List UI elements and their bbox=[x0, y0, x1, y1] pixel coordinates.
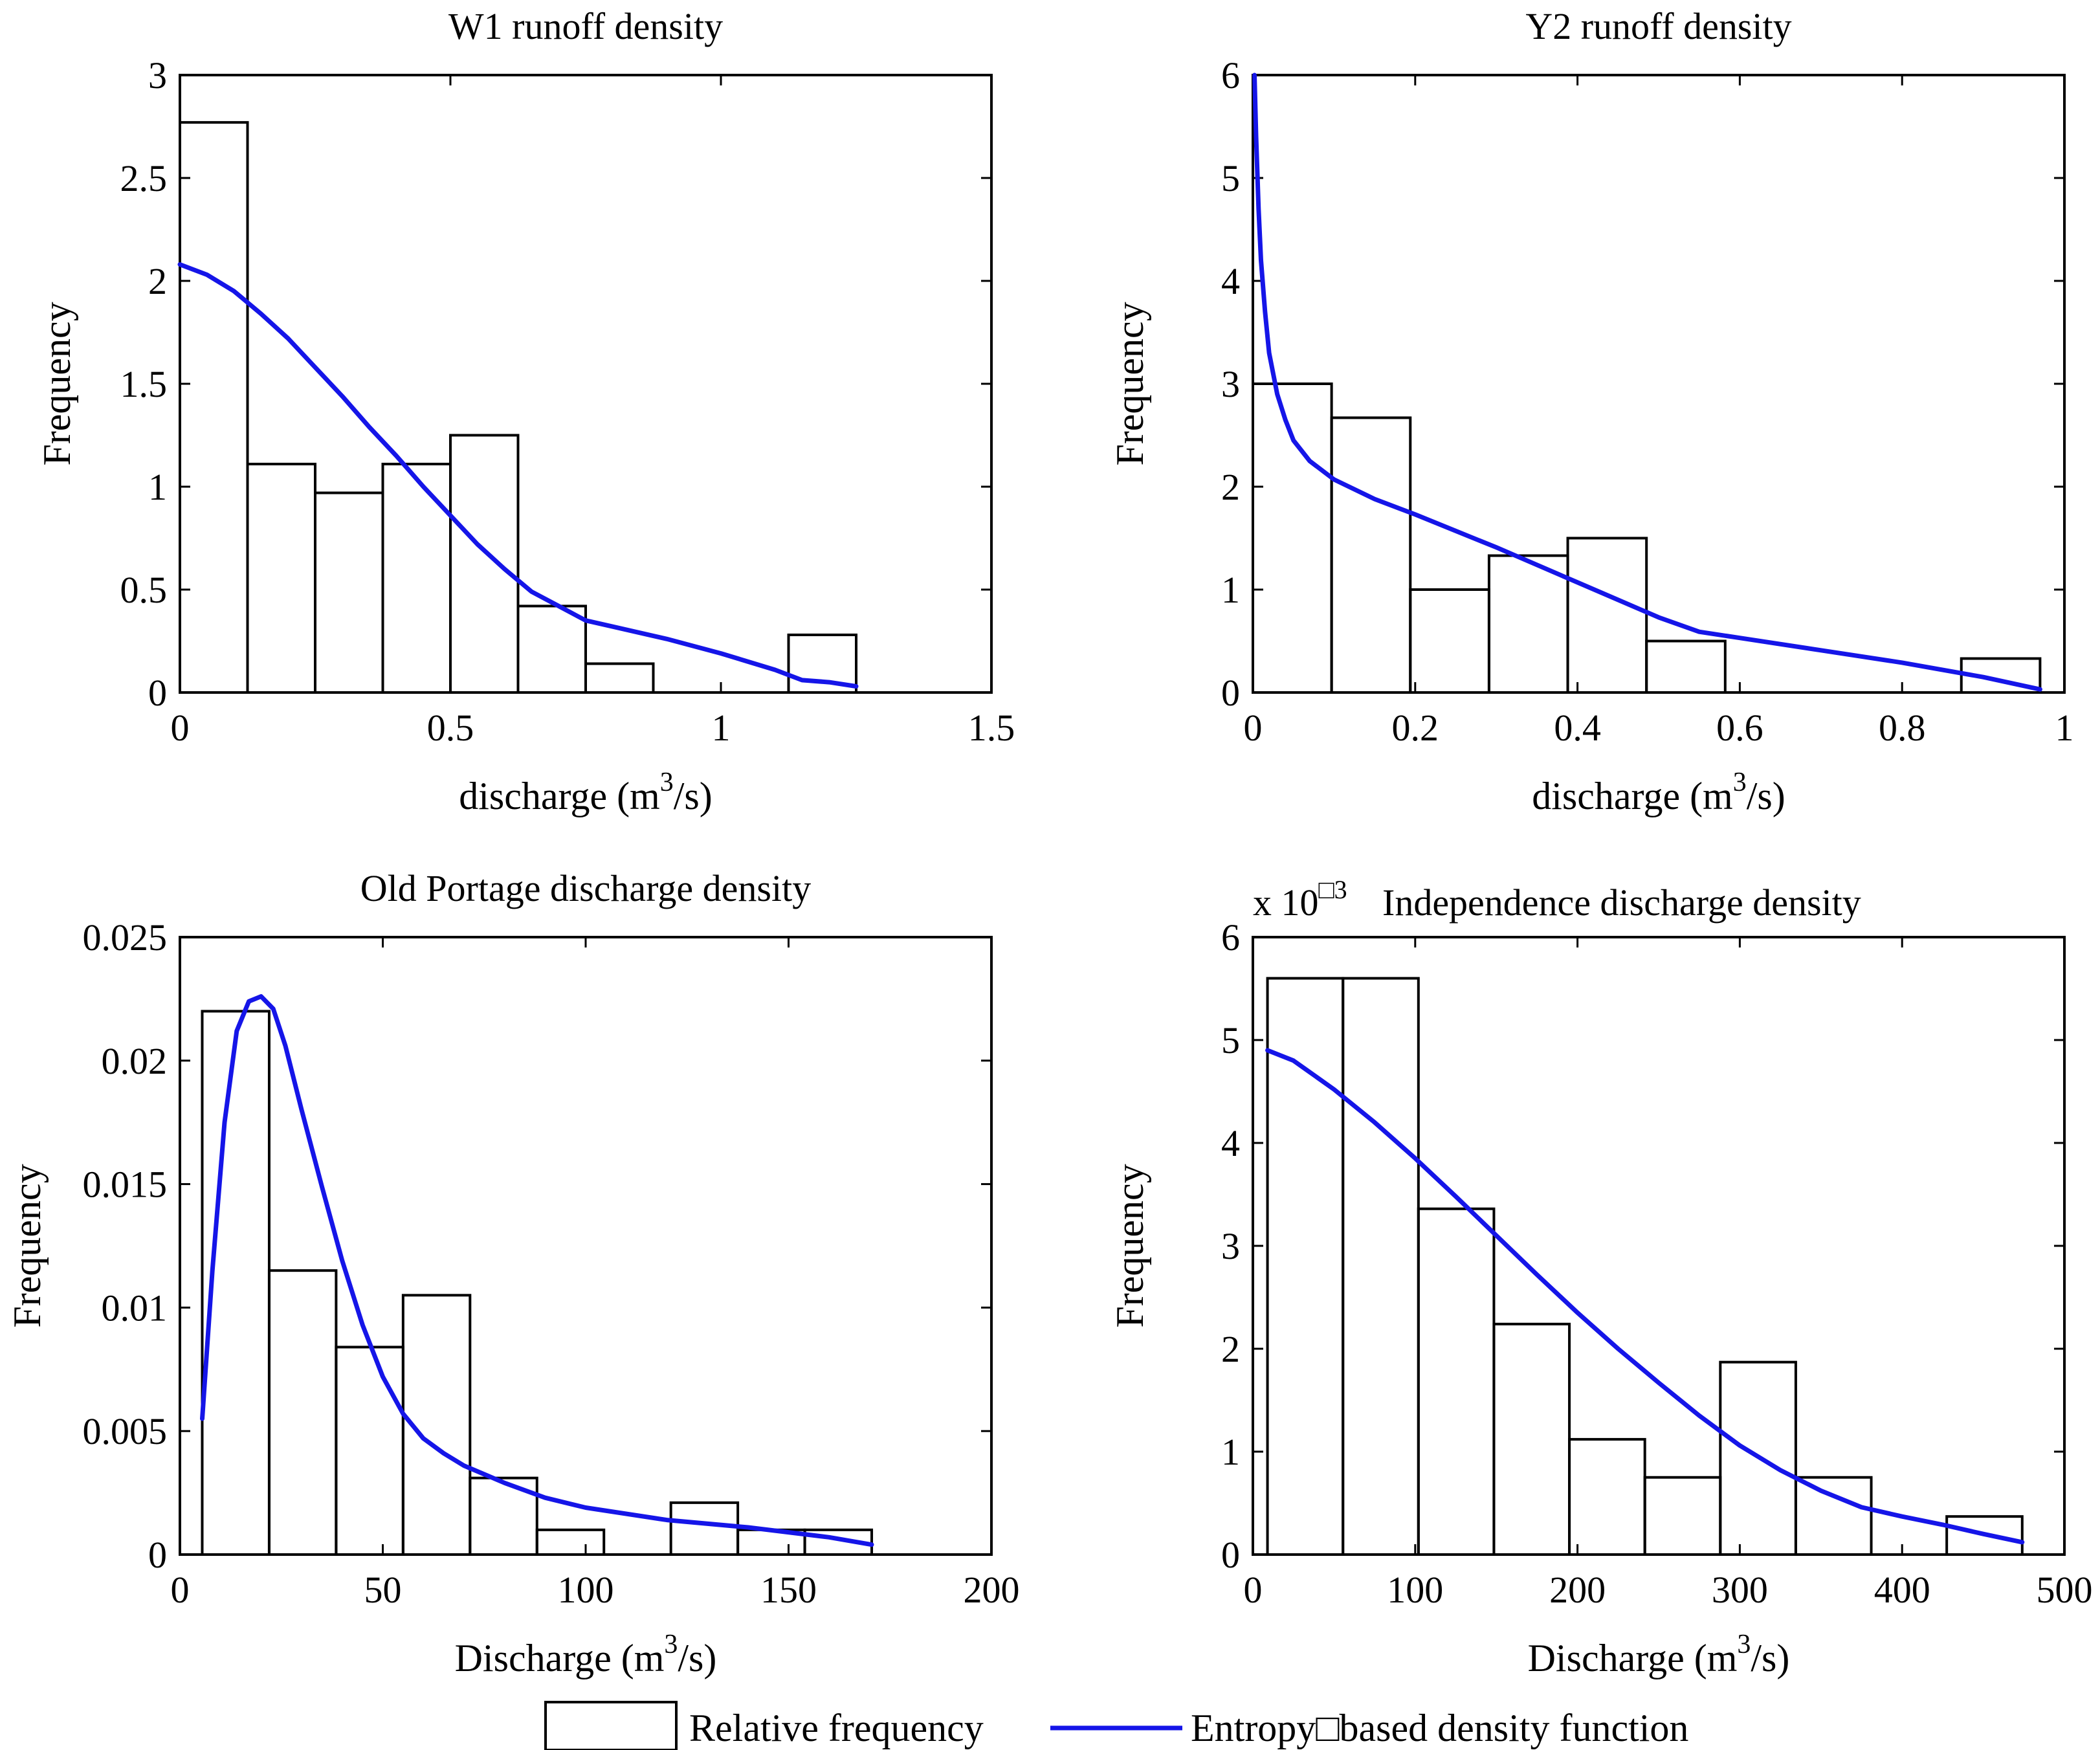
x-tick-label: 500 bbox=[2037, 1569, 2093, 1611]
y-tick-label: 6 bbox=[1221, 916, 1240, 958]
legend-curve-label: Entropy□based density function bbox=[1191, 1707, 1688, 1749]
x-tick-label: 0 bbox=[171, 1569, 190, 1611]
y-tick-label: 5 bbox=[1221, 1019, 1240, 1061]
legend: Relative frequency Entropy□based density… bbox=[544, 1701, 1688, 1750]
histogram-bar bbox=[1645, 639, 1727, 694]
y-tick-label: 2 bbox=[148, 260, 167, 302]
x-axis-label: Discharge (m3/s) bbox=[1528, 1630, 1790, 1679]
histogram-bar bbox=[535, 1528, 606, 1556]
y-tick-label: 0 bbox=[148, 1534, 167, 1576]
histogram-bar bbox=[1330, 416, 1412, 694]
legend-histogram-label: Relative frequency bbox=[689, 1707, 984, 1749]
y-tick-label: 4 bbox=[1221, 1122, 1240, 1164]
y-tick-label: 3 bbox=[148, 54, 167, 96]
histogram-bar bbox=[469, 1476, 538, 1556]
x-axis-label: discharge (m3/s) bbox=[1532, 768, 1785, 817]
chart-title: W1 runoff density bbox=[448, 5, 723, 47]
chart-title: Old Portage discharge density bbox=[360, 867, 811, 909]
y-axis-label: Frequency bbox=[1109, 1164, 1151, 1327]
y-tick-label: 0.025 bbox=[83, 916, 168, 958]
y-tick-label: 1 bbox=[148, 466, 167, 508]
chart-title: Y2 runoff density bbox=[1525, 5, 1791, 47]
histogram-bar bbox=[584, 662, 655, 694]
y-tick-label: 0.005 bbox=[83, 1410, 168, 1452]
y-tick-label: 1 bbox=[1221, 569, 1240, 611]
x-tick-label: 400 bbox=[1874, 1569, 1930, 1611]
x-tick-label: 1 bbox=[2055, 707, 2074, 749]
y-tick-label: 3 bbox=[1221, 363, 1240, 405]
y-tick-label: 0 bbox=[148, 672, 167, 714]
x-tick-label: 1 bbox=[712, 707, 731, 749]
y-tick-label: 5 bbox=[1221, 157, 1240, 199]
histogram-bar bbox=[1566, 537, 1648, 694]
chart-panel-3: 0 50 100 150 200 0 0.005 0.01 0.015 0.02 0.025 Old … bbox=[6, 867, 1020, 1679]
y-tick-label: 6 bbox=[1221, 54, 1240, 96]
histogram-bar bbox=[1794, 1476, 1873, 1556]
density-curve bbox=[1265, 1048, 2025, 1545]
y-tick-label: 0.5 bbox=[120, 569, 168, 611]
x-tick-label: 0.4 bbox=[1554, 707, 1601, 749]
y-tick-label: 0.015 bbox=[83, 1164, 168, 1206]
x-tick-label: 200 bbox=[1549, 1569, 1606, 1611]
y-tick-label: 0.01 bbox=[102, 1287, 168, 1329]
chart-panel-2: 0 0.2 0.4 0.6 0.8 1 0 1 2 3 4 5 6 Y2 runoff density di… bbox=[1109, 5, 2074, 817]
x-tick-label: 50 bbox=[364, 1569, 402, 1611]
chart-panel-1: 0 0.5 1 1.5 0 0.5 1 1.5 2 2.5 3 W1 runoff density di… bbox=[36, 5, 1015, 817]
x-tick-label: 0 bbox=[1244, 707, 1263, 749]
y-tick-label: 0 bbox=[1221, 672, 1240, 714]
y-tick-label: 3 bbox=[1221, 1225, 1240, 1267]
y-tick-label: 2 bbox=[1221, 466, 1240, 508]
x-axis-label: Discharge (m3/s) bbox=[455, 1630, 717, 1679]
y-tick-label: 2.5 bbox=[120, 157, 168, 199]
y-tick-label: 1 bbox=[1221, 1431, 1240, 1473]
x-tick-label: 0.8 bbox=[1879, 707, 1926, 749]
x-axis-label: discharge (m3/s) bbox=[459, 768, 712, 817]
x-tick-label: 300 bbox=[1712, 1569, 1768, 1611]
histogram-bar bbox=[516, 604, 587, 694]
legend-histogram-swatch bbox=[544, 1701, 678, 1750]
y-tick-label: 0.02 bbox=[102, 1040, 168, 1082]
chart-title: Independence discharge density bbox=[1382, 881, 1861, 924]
histogram-bar bbox=[1719, 1360, 1797, 1556]
chart-panels: 0 0.5 1 1.5 0 0.5 1 1.5 2 2.5 3 W1 runoff density di… bbox=[6, 5, 2093, 1679]
y-tick-label: 4 bbox=[1221, 260, 1240, 302]
density-curve bbox=[177, 262, 859, 689]
x-tick-label: 0.2 bbox=[1392, 707, 1439, 749]
histogram-bar bbox=[1945, 1515, 2024, 1556]
histogram-bar bbox=[449, 434, 520, 694]
y-tick-label: 2 bbox=[1221, 1328, 1240, 1370]
histogram-bar bbox=[1960, 657, 2042, 694]
y-axis-label: Frequency bbox=[6, 1164, 49, 1327]
histogram-bar bbox=[787, 633, 857, 694]
y-tick-label: 0 bbox=[1221, 1534, 1240, 1576]
x-tick-label: 1.5 bbox=[968, 707, 1015, 749]
y-axis-label: Frequency bbox=[36, 302, 78, 465]
x-tick-label: 0.6 bbox=[1716, 707, 1763, 749]
x-tick-label: 100 bbox=[1387, 1569, 1443, 1611]
y-tick-label: 1.5 bbox=[120, 363, 168, 405]
x-tick-label: 200 bbox=[964, 1569, 1020, 1611]
histogram-bar bbox=[803, 1528, 874, 1556]
density-curve bbox=[200, 994, 874, 1547]
x-tick-label: 100 bbox=[558, 1569, 614, 1611]
histogram-bar bbox=[179, 121, 249, 694]
histogram-bar bbox=[401, 1294, 472, 1556]
x-tick-label: 0.5 bbox=[427, 707, 474, 749]
y-axis-label: Frequency bbox=[1109, 302, 1151, 465]
x-tick-label: 150 bbox=[760, 1569, 817, 1611]
x-tick-label: 0 bbox=[1244, 1569, 1263, 1611]
x-tick-label: 0 bbox=[171, 707, 190, 749]
density-curve bbox=[1252, 72, 2042, 692]
